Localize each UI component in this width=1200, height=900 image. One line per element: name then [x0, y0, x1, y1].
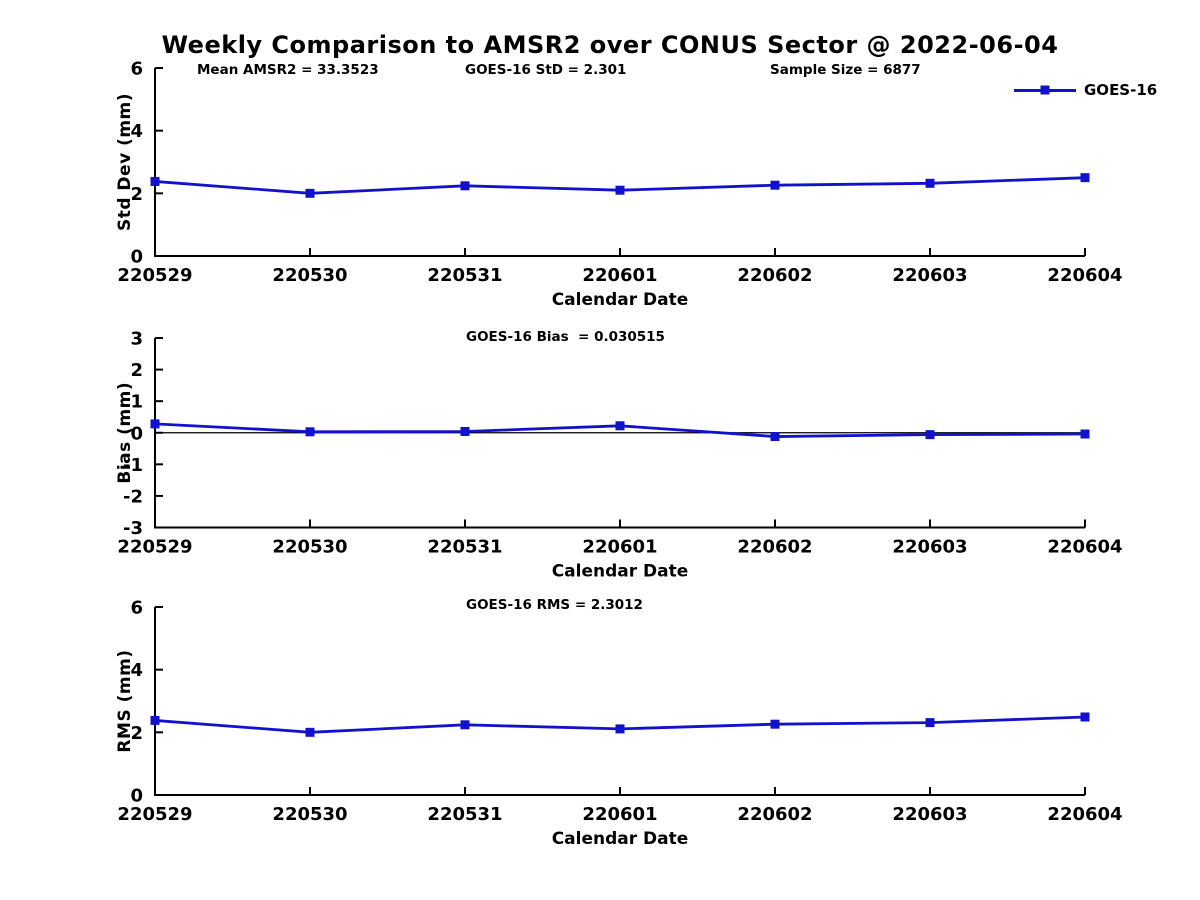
data-point-marker: [925, 178, 935, 188]
figure-title: Weekly Comparison to AMSR2 over CONUS Se…: [161, 31, 1059, 59]
annotation-goes16-std: GOES-16 StD = 2.301: [465, 62, 627, 78]
axes-std_dev: [154, 68, 1085, 257]
annotation-sample-size: Sample Size = 6877: [770, 62, 921, 78]
x-axis-label: Calendar Date: [552, 562, 689, 582]
data-point-marker: [460, 720, 470, 730]
y-axis-label: Std Dev (mm): [115, 93, 135, 231]
y-tick-label: -3: [123, 518, 143, 539]
data-point-marker: [150, 419, 160, 429]
y-tick-label: 0: [130, 786, 143, 807]
data-point-marker: [1080, 712, 1090, 722]
x-tick-label: 220601: [582, 265, 657, 286]
data-point-marker: [150, 715, 160, 725]
legend-line-sample: [1014, 85, 1076, 95]
data-point-marker: [770, 180, 780, 190]
data-point-marker: [925, 430, 935, 440]
y-tick-label: 2: [130, 184, 143, 205]
x-tick-label: 220530: [272, 265, 347, 286]
data-point-marker: [615, 724, 625, 734]
data-point-marker: [460, 181, 470, 191]
x-tick-label: 220602: [737, 804, 812, 825]
data-point-marker: [1080, 173, 1090, 183]
data-point-marker: [460, 426, 470, 436]
data-point-marker: [1080, 429, 1090, 439]
y-tick-label: 4: [130, 660, 143, 681]
x-tick-label: 220604: [1047, 537, 1122, 558]
data-point-marker: [305, 427, 315, 437]
y-tick-label: 6: [130, 598, 143, 619]
x-tick-label: 220602: [737, 265, 812, 286]
y-axis-label: RMS (mm): [115, 649, 135, 752]
x-tick-label: 220530: [272, 537, 347, 558]
y-tick-label: 6: [130, 59, 143, 80]
x-tick-label: 220603: [892, 804, 967, 825]
y-tick-label: -1: [123, 455, 143, 476]
x-tick-label: 220531: [427, 537, 502, 558]
axes-rms: [154, 607, 1085, 796]
data-point-marker: [305, 188, 315, 198]
legend-square-marker-icon: [1040, 85, 1050, 95]
x-tick-label: 220604: [1047, 265, 1122, 286]
data-point-marker: [770, 719, 780, 729]
x-tick-label: 220603: [892, 537, 967, 558]
x-tick-label: 220531: [427, 804, 502, 825]
x-tick-label: 220530: [272, 804, 347, 825]
y-tick-label: 1: [130, 392, 143, 413]
y-axis-label: Bias (mm): [115, 382, 135, 484]
y-tick-label: 3: [130, 329, 143, 350]
annotation-goes16-rms: GOES-16 RMS = 2.3012: [466, 597, 643, 613]
x-tick-label: 220529: [117, 265, 192, 286]
y-tick-label: 4: [130, 121, 143, 142]
data-point-marker: [150, 176, 160, 186]
x-tick-label: 220603: [892, 265, 967, 286]
x-axis-label: Calendar Date: [552, 290, 689, 310]
x-tick-label: 220529: [117, 537, 192, 558]
x-tick-label: 220529: [117, 804, 192, 825]
x-tick-label: 220601: [582, 804, 657, 825]
x-tick-label: 220604: [1047, 804, 1122, 825]
data-point-marker: [305, 727, 315, 737]
x-tick-label: 220602: [737, 537, 812, 558]
legend-label: GOES-16: [1084, 81, 1158, 99]
x-tick-label: 220601: [582, 537, 657, 558]
data-point-marker: [615, 185, 625, 195]
x-axis-label: Calendar Date: [552, 829, 689, 849]
legend: GOES-16: [1014, 81, 1157, 99]
x-tick-label: 220531: [427, 265, 502, 286]
annotation-goes16-bias: GOES-16 Bias = 0.030515: [466, 329, 665, 345]
data-point-marker: [770, 432, 780, 442]
y-tick-label: -2: [123, 486, 143, 507]
y-tick-label: 0: [130, 423, 143, 444]
y-tick-label: 2: [130, 723, 143, 744]
data-point-marker: [925, 718, 935, 728]
y-tick-label: 0: [130, 247, 143, 268]
y-tick-label: 2: [130, 360, 143, 381]
annotation-mean-amsr2: Mean AMSR2 = 33.3523: [197, 62, 379, 78]
data-point-marker: [615, 421, 625, 431]
